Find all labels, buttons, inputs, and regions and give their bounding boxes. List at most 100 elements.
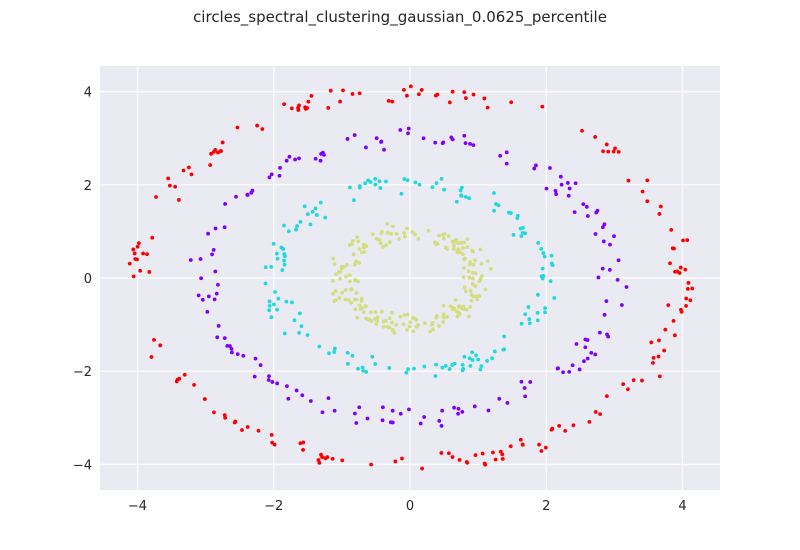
x-tick-label: −2: [264, 499, 283, 514]
data-point-cluster-2: [526, 305, 531, 309]
data-point-cluster-0: [306, 99, 311, 104]
data-point-cluster-2: [467, 196, 472, 201]
data-point-cluster-2: [535, 310, 540, 315]
data-point-cluster-1: [213, 269, 218, 274]
data-point-cluster-3: [347, 273, 352, 278]
data-point-cluster-1: [275, 381, 280, 386]
data-point-cluster-3: [403, 234, 407, 239]
data-point-cluster-0: [420, 466, 424, 471]
data-point-cluster-2: [345, 361, 350, 366]
data-point-cluster-0: [666, 303, 671, 308]
data-point-cluster-0: [683, 267, 688, 272]
data-point-cluster-3: [398, 314, 403, 319]
data-point-cluster-1: [365, 416, 370, 421]
data-point-cluster-2: [377, 179, 382, 184]
data-point-cluster-2: [476, 357, 481, 362]
data-point-cluster-1: [252, 374, 257, 379]
data-point-cluster-2: [460, 362, 465, 367]
data-point-cluster-2: [518, 226, 523, 231]
data-point-cluster-2: [305, 212, 310, 217]
data-point-cluster-2: [543, 306, 548, 311]
data-point-cluster-3: [389, 320, 394, 325]
data-point-cluster-0: [464, 460, 469, 464]
data-point-cluster-2: [292, 318, 297, 323]
data-point-cluster-3: [337, 295, 342, 300]
data-point-cluster-2: [440, 365, 445, 370]
data-point-cluster-0: [303, 105, 308, 110]
data-point-cluster-1: [566, 181, 570, 185]
data-point-cluster-0: [269, 432, 274, 437]
data-point-cluster-1: [601, 239, 606, 244]
data-point-cluster-3: [414, 317, 419, 322]
data-point-cluster-2: [508, 211, 513, 216]
data-point-cluster-1: [374, 136, 379, 141]
data-point-cluster-3: [468, 289, 473, 293]
data-point-cluster-1: [253, 356, 258, 361]
data-point-cluster-3: [470, 270, 475, 275]
data-point-cluster-0: [662, 348, 667, 353]
data-point-cluster-0: [473, 453, 478, 458]
data-point-cluster-2: [467, 356, 472, 361]
data-point-cluster-3: [391, 224, 395, 229]
data-point-cluster-2: [433, 374, 438, 378]
data-point-cluster-2: [299, 324, 304, 329]
data-point-cluster-3: [466, 314, 471, 319]
data-point-cluster-3: [384, 243, 389, 248]
data-point-cluster-3: [469, 298, 474, 303]
data-point-cluster-0: [131, 247, 136, 252]
data-point-cluster-0: [626, 387, 630, 392]
data-point-cluster-2: [399, 191, 404, 196]
data-point-cluster-2: [267, 308, 272, 313]
data-point-cluster-2: [470, 358, 475, 362]
data-point-cluster-1: [585, 214, 590, 218]
data-point-cluster-0: [240, 428, 244, 432]
data-point-cluster-2: [434, 181, 439, 185]
data-point-cluster-3: [361, 310, 366, 314]
grid-lines: [100, 66, 720, 490]
data-point-cluster-1: [267, 175, 272, 180]
data-point-cluster-2: [422, 364, 427, 369]
data-point-cluster-3: [451, 247, 456, 251]
data-point-cluster-3: [472, 258, 477, 263]
data-point-cluster-0: [518, 437, 523, 442]
data-point-cluster-0: [690, 286, 695, 291]
data-point-cluster-2: [282, 331, 287, 336]
data-point-cluster-0: [679, 309, 684, 314]
data-point-cluster-3: [423, 321, 427, 326]
data-point-cluster-3: [373, 316, 377, 321]
data-point-cluster-1: [554, 192, 559, 197]
data-point-cluster-1: [555, 366, 560, 371]
data-point-cluster-0: [613, 146, 617, 151]
data-point-cluster-3: [338, 276, 343, 281]
data-point-cluster-0: [580, 128, 584, 133]
data-point-cluster-3: [467, 262, 472, 267]
data-point-cluster-0: [245, 425, 250, 429]
data-point-cluster-1: [270, 380, 275, 384]
data-point-cluster-0: [212, 410, 216, 415]
data-point-cluster-3: [344, 263, 349, 267]
data-point-cluster-3: [346, 298, 351, 302]
data-point-cluster-0: [540, 104, 545, 109]
data-point-cluster-3: [370, 232, 375, 237]
data-point-cluster-2: [357, 185, 362, 190]
data-point-cluster-3: [355, 235, 359, 240]
data-point-cluster-3: [354, 297, 359, 302]
data-point-cluster-3: [461, 246, 465, 250]
y-tick-label: −4: [73, 458, 92, 473]
data-point-cluster-2: [463, 194, 468, 199]
data-point-cluster-3: [434, 315, 439, 320]
data-point-cluster-1: [567, 186, 572, 191]
data-point-cluster-3: [430, 320, 435, 325]
data-point-cluster-2: [492, 349, 497, 354]
y-tick-label: 4: [84, 86, 92, 101]
data-point-cluster-1: [354, 421, 359, 425]
data-point-cluster-1: [352, 133, 357, 137]
data-point-cluster-1: [215, 335, 220, 340]
data-point-cluster-3: [385, 230, 390, 235]
data-point-cluster-2: [284, 299, 289, 304]
data-point-cluster-1: [213, 226, 218, 231]
data-point-cluster-0: [651, 360, 655, 365]
data-point-cluster-3: [466, 269, 471, 274]
data-point-cluster-2: [515, 213, 520, 218]
data-point-cluster-3: [478, 247, 483, 252]
